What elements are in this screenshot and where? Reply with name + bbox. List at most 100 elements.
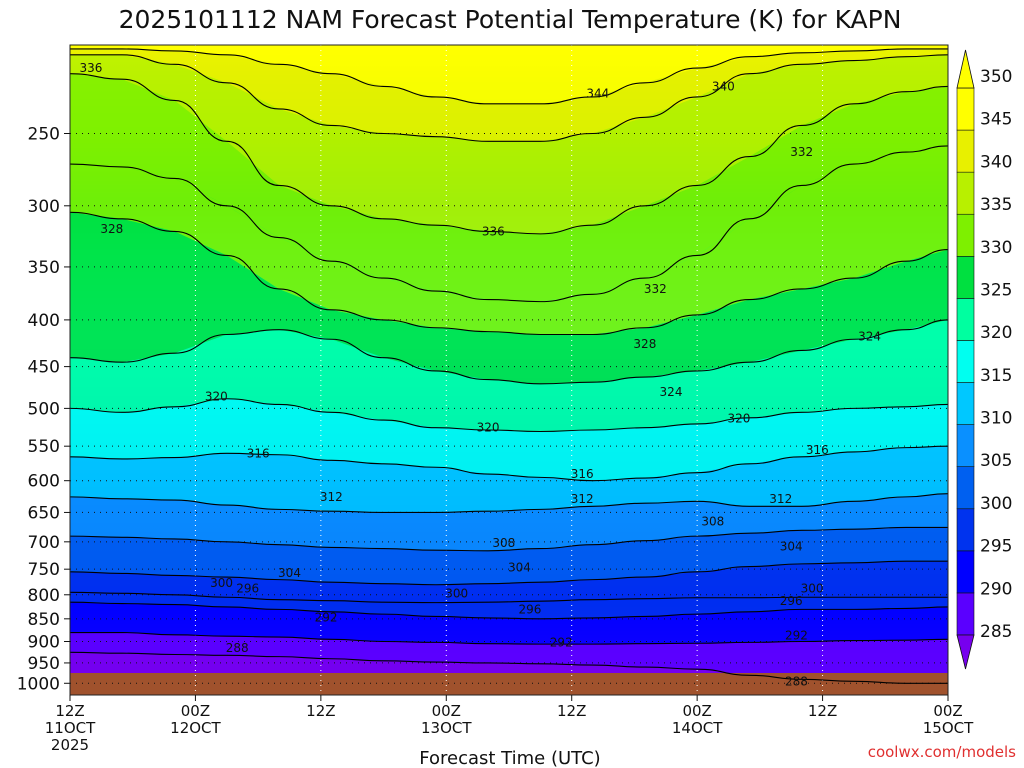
y-tick-label: 500 — [28, 399, 60, 419]
contour-288K — [70, 651, 948, 684]
colorbar-label: 285 — [980, 622, 1012, 642]
y-tick-label: 300 — [28, 197, 60, 217]
band-304K — [70, 527, 948, 585]
contour-label: 336 — [482, 224, 505, 238]
band-336K — [70, 54, 948, 234]
credit-link[interactable]: coolwx.com/models — [868, 743, 1016, 761]
y-tick-label: 650 — [28, 503, 60, 523]
colorbar-segment — [956, 298, 975, 341]
y-tick-label: 700 — [28, 533, 60, 553]
isentrope-contours — [70, 48, 948, 684]
y-axis-ticks: 2503003504004505005506006507007508008509… — [17, 124, 70, 694]
contour-308K — [70, 526, 948, 552]
contour-312K — [70, 493, 948, 513]
colorbar-label: 295 — [980, 537, 1012, 557]
contour-label: 340 — [712, 79, 735, 93]
band-324K — [70, 212, 948, 384]
band-328K — [70, 145, 948, 335]
contour-label: 292 — [315, 610, 338, 624]
contour-label: 308 — [701, 514, 724, 528]
contour-344K — [70, 48, 948, 105]
x-tick-label: 00Z — [432, 702, 461, 720]
colorbar-segment — [956, 382, 975, 425]
x-tick-label: 11OCT — [45, 719, 96, 737]
contour-label: 300 — [801, 581, 824, 595]
contour-label: 324 — [858, 329, 881, 343]
contour-304K — [70, 560, 948, 586]
contour-328K — [70, 211, 948, 336]
x-tick-label: 15OCT — [923, 719, 974, 737]
contour-label: 324 — [660, 385, 683, 399]
contour-label: 292 — [550, 635, 573, 649]
ground-below-surface — [70, 673, 948, 695]
x-tick-label: 14OCT — [672, 719, 723, 737]
contour-label: 296 — [780, 594, 803, 608]
colorbar-segment — [956, 424, 975, 467]
contour-label: 288 — [226, 641, 249, 655]
colorbar-segment — [956, 550, 975, 594]
x-axis-label: Forecast Time (UTC) — [419, 748, 600, 768]
y-tick-label: 1000 — [17, 674, 60, 694]
contour-label: 320 — [477, 421, 500, 435]
x-tick-label: 12OCT — [170, 719, 221, 737]
contour-label: 300 — [210, 576, 233, 590]
contour-label: 292 — [785, 629, 808, 643]
contour-label: 312 — [769, 492, 792, 506]
contour-label: 308 — [492, 536, 515, 550]
contour-label: 300 — [445, 586, 468, 600]
contour-label: 316 — [806, 443, 829, 457]
contour-label: 304 — [278, 566, 301, 580]
colorbar-segment — [956, 213, 975, 257]
x-tick-label: 00Z — [682, 702, 711, 720]
contour-label: 332 — [644, 282, 667, 296]
contour-label: 296 — [518, 602, 541, 616]
y-tick-label: 850 — [28, 610, 60, 630]
contour-label: 320 — [205, 389, 228, 403]
chart-title: 2025101112 NAM Forecast Potential Temper… — [119, 5, 902, 34]
x-tick-label: 00Z — [181, 702, 210, 720]
x-tick-label: 2025 — [51, 736, 89, 754]
y-tick-label: 400 — [28, 311, 60, 331]
colorbar-label: 315 — [980, 366, 1012, 386]
contour-label: 304 — [508, 561, 531, 575]
x-tick-label: 12Z — [55, 702, 84, 720]
y-tick-label: 900 — [28, 632, 60, 652]
contour-label: 316 — [571, 467, 594, 481]
contour-label: 332 — [790, 145, 813, 159]
band-316K — [70, 398, 948, 481]
contour-label: 328 — [100, 222, 123, 236]
colorbar-segment — [956, 466, 975, 510]
band-320K — [70, 319, 948, 432]
x-tick-label: 00Z — [933, 702, 962, 720]
colorbar-segment — [956, 340, 975, 383]
contour-300K — [70, 591, 948, 604]
contour-label: 320 — [727, 412, 750, 426]
contour-label: 344 — [586, 86, 609, 100]
x-tick-label: 12Z — [808, 702, 837, 720]
colorbar-segment — [956, 592, 975, 636]
colorbar-segment — [956, 87, 975, 131]
colorbar-label: 345 — [980, 110, 1012, 130]
colorbar-segment — [956, 171, 975, 215]
contour-label: 336 — [79, 61, 102, 75]
contour-324K — [70, 319, 948, 385]
y-tick-label: 950 — [28, 654, 60, 674]
colorbar-label: 310 — [980, 409, 1012, 429]
band-312K — [70, 446, 948, 513]
contour-296K — [70, 601, 948, 620]
colorbar-segment — [956, 256, 975, 299]
potential-temperature-fill — [70, 45, 948, 695]
contour-label: 312 — [571, 492, 594, 506]
band-340K — [70, 48, 948, 142]
colorbar-bottom-arrow — [956, 634, 975, 670]
contour-label: 328 — [633, 337, 656, 351]
colorbar-label: 325 — [980, 280, 1012, 300]
x-tick-label: 12Z — [306, 702, 335, 720]
band-288K — [70, 632, 948, 684]
contour-label: 312 — [320, 490, 343, 504]
colorbar-top-arrow — [956, 49, 975, 89]
colorbar: 285 290 295 300 305 310 315 320 325 330 335 340 345 3… — [956, 49, 1012, 670]
y-tick-label: 350 — [28, 258, 60, 278]
